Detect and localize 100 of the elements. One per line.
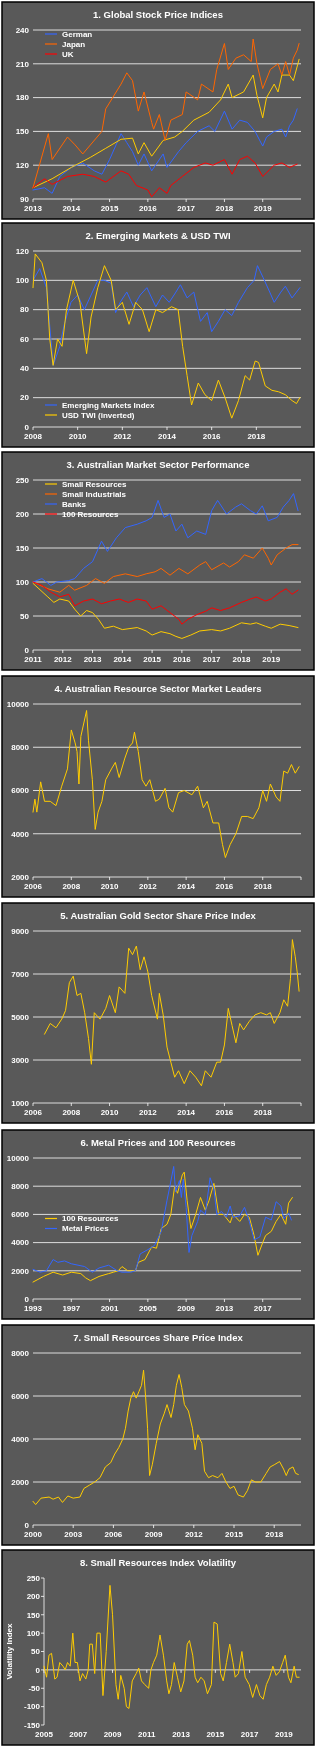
x-tick-label: 2005 bbox=[35, 1730, 54, 1739]
x-tick-label: 2014 bbox=[62, 204, 81, 213]
legend-label: 100 Resources bbox=[62, 1214, 120, 1224]
y-tick-label: 100 bbox=[15, 276, 30, 286]
y-tick-label: 0 bbox=[24, 422, 30, 432]
chart-title: 1. Global Stock Price Indices bbox=[93, 9, 223, 20]
x-tick-label: 2003 bbox=[64, 1530, 83, 1539]
y-tick-label: 150 bbox=[15, 127, 30, 137]
y-tick-label: 100 bbox=[26, 1628, 41, 1638]
x-tick-label: 2014 bbox=[177, 882, 196, 891]
x-tick-label: 2016 bbox=[215, 1108, 234, 1117]
x-tick-label: 2016 bbox=[172, 655, 192, 664]
x-tick-label: 2018 bbox=[232, 655, 251, 664]
x-tick-label: 2018 bbox=[247, 432, 266, 441]
chart-title: 4. Australian Resource Sector Market Leaders bbox=[54, 683, 262, 694]
y-tick-label: 250 bbox=[26, 1573, 41, 1583]
y-tick-label: 9000 bbox=[11, 926, 30, 936]
x-tick-label: 2019 bbox=[253, 204, 273, 213]
x-tick-label: 2017 bbox=[202, 655, 222, 664]
x-tick-label: 2018 bbox=[265, 1530, 284, 1539]
y-tick-label: 0 bbox=[24, 1294, 30, 1304]
y-tick-label: 200 bbox=[15, 509, 30, 519]
legend-label: Small Resources bbox=[62, 479, 128, 489]
x-tick-label: 2014 bbox=[177, 1108, 196, 1117]
y-tick-label: 4000 bbox=[11, 829, 30, 839]
x-tick-label: 2013 bbox=[24, 204, 43, 213]
x-tick-label: 2009 bbox=[177, 1304, 196, 1313]
y-tick-label: 20 bbox=[20, 393, 30, 403]
y-axis-title: Volatility Index bbox=[5, 1623, 14, 1680]
x-tick-label: 2009 bbox=[144, 1530, 164, 1539]
y-tick-label: 2000 bbox=[11, 1477, 30, 1487]
y-tick-label: -50 bbox=[28, 1684, 41, 1694]
x-tick-label: 2013 bbox=[83, 655, 102, 664]
y-tick-label: 8000 bbox=[11, 1348, 30, 1358]
chart-title: 5. Australian Gold Sector Share Price Index bbox=[60, 910, 257, 921]
x-tick-label: 2013 bbox=[215, 1304, 234, 1313]
y-tick-label: 10000 bbox=[6, 699, 30, 709]
y-tick-label: 150 bbox=[15, 543, 30, 553]
legend-label: Japan bbox=[62, 39, 86, 49]
x-tick-label: 2018 bbox=[215, 204, 234, 213]
x-tick-label: 2006 bbox=[104, 1530, 123, 1539]
y-tick-label: 240 bbox=[15, 25, 30, 35]
y-tick-label: 210 bbox=[15, 59, 30, 69]
x-tick-label: 1997 bbox=[62, 1304, 81, 1313]
x-tick-label: 2012 bbox=[184, 1530, 204, 1539]
legend-label: 100 Resources bbox=[62, 509, 120, 519]
y-tick-label: 10000 bbox=[6, 1153, 30, 1163]
y-tick-label: -150 bbox=[23, 1720, 41, 1730]
y-tick-label: 120 bbox=[15, 246, 30, 256]
x-tick-label: 2016 bbox=[215, 882, 234, 891]
chart-title: 8. Small Resources Index Volatility bbox=[79, 1557, 237, 1568]
x-tick-label: 2015 bbox=[206, 1730, 225, 1739]
y-tick-label: 1000 bbox=[11, 1098, 30, 1108]
x-tick-label: 2008 bbox=[24, 432, 43, 441]
y-tick-label: 0 bbox=[35, 1665, 41, 1675]
y-tick-label: 2000 bbox=[11, 872, 30, 882]
y-tick-label: 3000 bbox=[11, 1055, 30, 1065]
x-tick-label: 2007 bbox=[69, 1730, 88, 1739]
x-tick-label: 2019 bbox=[262, 655, 281, 664]
y-tick-label: 6000 bbox=[11, 786, 30, 796]
x-tick-label: 2017 bbox=[253, 1304, 273, 1313]
legend-label: UK bbox=[62, 49, 74, 59]
y-tick-label: 150 bbox=[26, 1610, 41, 1620]
x-tick-label: 2010 bbox=[68, 432, 88, 441]
x-tick-label: 2008 bbox=[62, 882, 81, 891]
x-tick-label: 2013 bbox=[172, 1730, 191, 1739]
chart-title: 6. Metal Prices and 100 Resources bbox=[80, 1137, 236, 1148]
x-tick-label: 2018 bbox=[253, 1108, 273, 1117]
x-tick-label: 2001 bbox=[100, 1304, 120, 1313]
x-tick-label: 2015 bbox=[100, 204, 120, 213]
x-tick-label: 2012 bbox=[138, 882, 158, 891]
y-tick-label: 2000 bbox=[11, 1266, 30, 1276]
chart-title: 7. Small Resources Share Price Index bbox=[73, 1332, 244, 1343]
y-tick-label: 180 bbox=[15, 93, 30, 103]
chart-title: 3. Australian Market Sector Performance bbox=[66, 459, 250, 470]
x-tick-label: 2012 bbox=[53, 655, 73, 664]
y-tick-label: 90 bbox=[20, 194, 30, 204]
y-tick-label: 60 bbox=[20, 334, 30, 344]
y-tick-label: 6000 bbox=[11, 1210, 30, 1220]
x-tick-label: 2015 bbox=[143, 655, 162, 664]
legend-label: Emerging Markets Index bbox=[62, 400, 156, 410]
x-tick-label: 2014 bbox=[113, 655, 132, 664]
x-tick-label: 2016 bbox=[202, 432, 222, 441]
x-tick-label: 2016 bbox=[138, 204, 158, 213]
x-tick-label: 2014 bbox=[158, 432, 177, 441]
x-tick-label: 2011 bbox=[24, 655, 43, 664]
y-tick-label: 200 bbox=[26, 1592, 41, 1602]
x-tick-label: 1993 bbox=[24, 1304, 43, 1313]
y-tick-label: 50 bbox=[20, 611, 30, 621]
x-tick-label: 2009 bbox=[103, 1730, 122, 1739]
x-tick-label: 2019 bbox=[274, 1730, 294, 1739]
legend-label: German bbox=[62, 29, 93, 39]
x-tick-label: 2006 bbox=[24, 882, 43, 891]
y-tick-label: 4000 bbox=[11, 1434, 30, 1444]
x-tick-label: 2008 bbox=[62, 1108, 81, 1117]
y-tick-label: 6000 bbox=[11, 1391, 30, 1401]
y-tick-label: 250 bbox=[15, 475, 30, 485]
chart-title: 2. Emerging Markets & USD TWI bbox=[85, 230, 231, 241]
y-tick-label: 100 bbox=[15, 577, 30, 587]
legend-label: Metal Prices bbox=[62, 1224, 110, 1234]
